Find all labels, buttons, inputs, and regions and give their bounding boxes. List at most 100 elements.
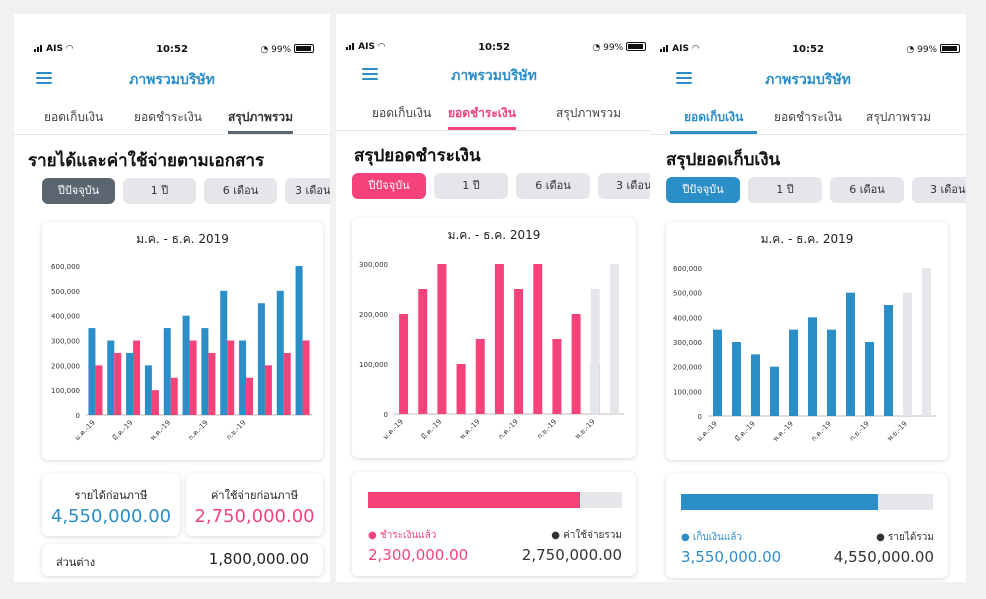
battery-percent: 99% bbox=[271, 45, 292, 55]
period-filter: ปีปัจจุบัน 1 ปี 6 เดือน 3 เดือน bbox=[348, 173, 652, 199]
filter-current-year[interactable]: ปีปัจจุบัน bbox=[42, 178, 115, 204]
bar-พ.ย.-19 bbox=[903, 292, 912, 416]
x-tick-label: มี.ค.-19 bbox=[111, 419, 134, 442]
app-bar: ภาพรวมบริษัท bbox=[650, 66, 966, 92]
clock: 10:52 bbox=[792, 44, 824, 55]
x-tick-label: ก.ค.-19 bbox=[810, 420, 833, 443]
page-heading: สรุปยอดเก็บเงิน bbox=[666, 150, 781, 170]
y-tick-label: 0 bbox=[76, 412, 80, 420]
bar-ก.พ.-19 bbox=[107, 340, 115, 415]
filter-3-months[interactable]: 3 เดือน bbox=[598, 173, 652, 199]
y-tick-label: 500,000 bbox=[673, 290, 702, 298]
paid-value: 2,300,000.00 bbox=[368, 546, 469, 564]
filter-6-months[interactable]: 6 เดือน bbox=[830, 177, 904, 203]
wifi-icon: ◠ bbox=[378, 42, 385, 52]
x-tick-label: พ.ค.-19 bbox=[149, 419, 172, 442]
bar-chart: 300,000 200,000 100,000 0ม.ค.-19 มี.ค.-19 พ.ค… bbox=[359, 261, 624, 441]
app-bar: ภาพรวมบริษัท bbox=[336, 62, 652, 88]
bar-พ.ค.-19 bbox=[163, 328, 171, 415]
collected-label: เก็บเงินแล้ว bbox=[692, 532, 743, 543]
tab-collections[interactable]: ยอดเก็บเงิน bbox=[44, 110, 104, 124]
bar-ก.พ.-19 bbox=[114, 352, 122, 415]
bar-ต.ค.-19 bbox=[571, 314, 581, 414]
wifi-icon: ◠ bbox=[692, 44, 699, 54]
clock: 10:52 bbox=[156, 44, 188, 55]
hamburger-menu-icon[interactable] bbox=[36, 72, 52, 84]
y-tick-label: 100,000 bbox=[51, 387, 80, 395]
tab-collections[interactable]: ยอดเก็บเงิน bbox=[372, 106, 432, 120]
x-tick-label: ม.ค.-19 bbox=[382, 418, 405, 441]
tab-payments[interactable]: ยอดชำระเงิน bbox=[448, 104, 516, 130]
tab-payments[interactable]: ยอดชำระเงิน bbox=[134, 110, 202, 124]
bar-ก.ย.-19 bbox=[865, 342, 874, 416]
bar-พ.ย.-19 bbox=[276, 290, 284, 415]
bar-พ.ย.-19 bbox=[283, 352, 291, 415]
bar-ส.ค.-19 bbox=[533, 264, 543, 414]
bar-พ.ค.-19 bbox=[170, 377, 178, 415]
filter-current-year[interactable]: ปีปัจจุบัน bbox=[352, 173, 426, 199]
collection-progress-fill bbox=[681, 494, 878, 510]
battery-status: ◔ 99% bbox=[260, 44, 314, 55]
lock-rotation-icon: ◔ bbox=[906, 45, 915, 55]
hamburger-menu-icon[interactable] bbox=[676, 72, 692, 84]
app-title: ภาพรวมบริษัท bbox=[129, 72, 215, 88]
bar-มี.ค.-19 bbox=[751, 354, 760, 416]
payment-progress-fill bbox=[368, 492, 581, 508]
difference-card: ส่วนต่าง 1,800,000.00 bbox=[42, 544, 323, 576]
filter-1-year[interactable]: 1 ปี bbox=[748, 177, 822, 203]
x-tick-label: มี.ค.-19 bbox=[733, 420, 756, 443]
x-tick-label: ม.ค.-19 bbox=[73, 419, 96, 442]
hamburger-menu-icon[interactable] bbox=[362, 68, 378, 80]
status-bar: AIS ◠ 10:52 ◔ 99% bbox=[650, 44, 966, 60]
chart-card: ม.ค. - ธ.ค. 2019 600,000 500,000 400,000 30… bbox=[666, 222, 948, 460]
carrier-name: AIS bbox=[672, 44, 689, 54]
bar-เม.ย.-19 bbox=[770, 366, 779, 416]
battery-percent: 99% bbox=[917, 45, 938, 55]
bar-พ.ค.-19 bbox=[475, 339, 485, 414]
page-heading: รายได้และค่าใช้จ่ายตามเอกสาร bbox=[28, 151, 265, 171]
bar-ธ.ค.-19 bbox=[922, 268, 931, 416]
y-tick-label: 500,000 bbox=[51, 288, 80, 296]
app-title: ภาพรวมบริษัท bbox=[451, 68, 537, 84]
bar-ส.ค.-19 bbox=[227, 340, 235, 415]
payment-progress-bar bbox=[368, 492, 622, 508]
filter-6-months[interactable]: 6 เดือน bbox=[204, 178, 277, 204]
bar-ม.ค.-19 bbox=[88, 328, 96, 415]
tab-overview[interactable]: สรุปภาพรวม bbox=[556, 106, 622, 120]
tab-bar: ยอดเก็บเงิน ยอดชำระเงิน สรุปภาพรวม bbox=[650, 104, 966, 135]
bar-ม.ค.-19 bbox=[95, 365, 103, 415]
tab-payments[interactable]: ยอดชำระเงิน bbox=[774, 110, 842, 124]
filter-3-months[interactable]: 3 เดือน bbox=[912, 177, 966, 203]
y-tick-label: 400,000 bbox=[673, 314, 702, 322]
clock: 10:52 bbox=[478, 42, 510, 53]
payment-summary-card: ● ชำระเงินแล้ว ● ค่าใช้จ่ายรวม 2,300,000… bbox=[352, 472, 636, 576]
screen-payments: AIS ◠ 10:52 ◔ 99% ภาพรวมบริษัท ยอดเก็บเง… bbox=[336, 14, 652, 582]
y-tick-label: 0 bbox=[384, 411, 388, 419]
filter-1-year[interactable]: 1 ปี bbox=[434, 173, 508, 199]
battery-icon bbox=[626, 42, 646, 51]
x-tick-label: พ.ย.-19 bbox=[574, 418, 597, 441]
y-tick-label: 200,000 bbox=[51, 362, 80, 370]
x-tick-label: ก.ค.-19 bbox=[187, 419, 210, 442]
filter-3-months[interactable]: 3 เดือน bbox=[285, 178, 330, 204]
bar-ก.ย.-19 bbox=[246, 377, 254, 415]
bar-พ.ย.-19 bbox=[590, 289, 600, 414]
tab-bar: ยอดเก็บเงิน ยอดชำระเงิน สรุปภาพรวม bbox=[14, 104, 330, 135]
filter-6-months[interactable]: 6 เดือน bbox=[516, 173, 590, 199]
filter-1-year[interactable]: 1 ปี bbox=[123, 178, 196, 204]
bar-มิ.ย.-19 bbox=[189, 340, 197, 415]
chart-card: ม.ค. - ธ.ค. 2019 600,000 500,000 400,000 30… bbox=[42, 222, 323, 460]
carrier: AIS ◠ bbox=[660, 44, 699, 55]
tab-overview[interactable]: สรุปภาพรวม bbox=[866, 110, 932, 124]
tab-bar: ยอดเก็บเงิน ยอดชำระเงิน สรุปภาพรวม bbox=[336, 100, 652, 131]
screen-collections: AIS ◠ 10:52 ◔ 99% ภาพรวมบริษัท ยอดเก็บเง… bbox=[650, 14, 966, 582]
battery-status: ◔ 99% bbox=[906, 44, 960, 55]
y-tick-label: 600,000 bbox=[673, 265, 702, 273]
filter-current-year[interactable]: ปีปัจจุบัน bbox=[666, 177, 740, 203]
bar-มิ.ย.-19 bbox=[808, 317, 817, 416]
y-tick-label: 300,000 bbox=[673, 339, 702, 347]
tab-collections[interactable]: ยอดเก็บเงิน bbox=[670, 108, 758, 134]
bar-chart: 600,000 500,000 400,000 300,000 200,000 100,0… bbox=[51, 263, 312, 442]
battery-icon bbox=[294, 44, 314, 53]
tab-overview[interactable]: สรุปภาพรวม bbox=[228, 108, 294, 134]
